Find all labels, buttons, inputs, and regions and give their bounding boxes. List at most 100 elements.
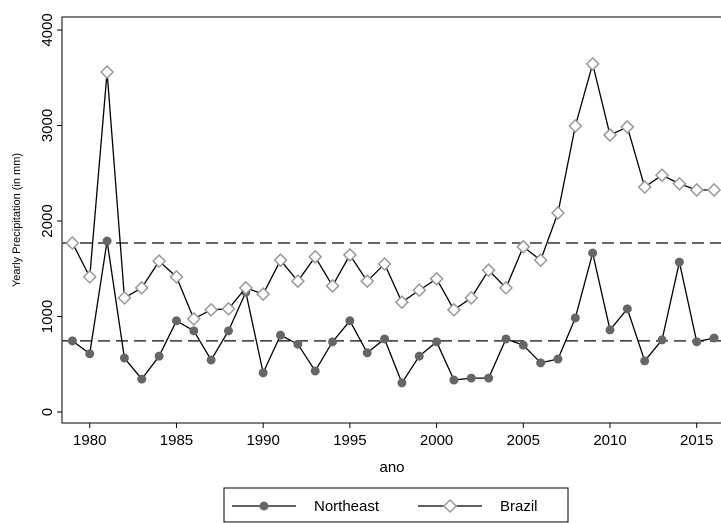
point [570, 313, 580, 323]
point [640, 356, 650, 366]
series-line [72, 240, 715, 385]
point [206, 355, 216, 365]
point [536, 358, 546, 368]
y-tick-label: 0 [39, 408, 56, 416]
point [256, 287, 271, 302]
point [223, 326, 233, 336]
point [674, 257, 684, 267]
point [553, 354, 563, 364]
x-axis-label: ano [379, 459, 404, 476]
point [152, 254, 167, 269]
point [117, 290, 132, 305]
point [394, 295, 409, 310]
point [325, 278, 340, 294]
point [154, 351, 164, 361]
point [709, 333, 719, 343]
point [464, 290, 479, 305]
point [432, 337, 442, 347]
y-tick-label: 2000 [39, 204, 56, 237]
point [429, 271, 444, 286]
point [360, 274, 375, 289]
point [518, 340, 528, 350]
point [119, 353, 129, 363]
point [345, 316, 355, 326]
point [65, 235, 80, 251]
point [707, 182, 721, 198]
legend: Northeast Brazil [223, 487, 569, 523]
point [637, 180, 652, 195]
point [204, 302, 219, 317]
plot-frame [61, 16, 721, 424]
point [481, 263, 496, 278]
legend-label: Brazil [500, 498, 538, 515]
point [342, 247, 357, 262]
point [134, 280, 149, 295]
point [585, 56, 600, 71]
x-tick-label: 2005 [507, 432, 540, 449]
point [273, 253, 288, 268]
point [290, 274, 305, 289]
point [588, 248, 598, 258]
series-line [71, 61, 715, 320]
point [446, 302, 461, 317]
y-axis-label: Yearly Precipitation (in mm) [11, 153, 23, 287]
point [414, 351, 424, 361]
point [622, 304, 632, 314]
point [501, 334, 511, 344]
point [377, 256, 392, 272]
point [82, 269, 97, 284]
point [602, 127, 618, 143]
point [449, 375, 459, 385]
point [171, 316, 181, 326]
y-tick-label: 1000 [39, 300, 56, 333]
y-tick-label: 4000 [39, 13, 56, 46]
point [412, 283, 427, 298]
point [308, 249, 323, 264]
point [85, 349, 95, 359]
x-tick-label: 2015 [680, 432, 713, 449]
point [293, 339, 303, 349]
point [397, 378, 407, 388]
point [605, 325, 615, 335]
point [568, 118, 583, 134]
point [484, 373, 494, 383]
legend-marker [442, 498, 458, 514]
point [533, 253, 548, 268]
point [189, 326, 199, 336]
point [362, 348, 372, 358]
legend-box [223, 487, 569, 523]
point [186, 311, 201, 326]
point [620, 119, 635, 134]
point [276, 330, 286, 340]
point [67, 336, 77, 346]
point [689, 182, 704, 198]
x-tick-label: 2000 [420, 432, 453, 449]
point [550, 205, 566, 220]
point [310, 366, 320, 376]
point [221, 301, 236, 316]
point [169, 269, 184, 284]
point [516, 239, 531, 254]
point [137, 374, 147, 384]
x-tick-label: 1990 [246, 432, 279, 449]
point [258, 368, 268, 378]
point [100, 64, 115, 80]
x-tick-label: 2010 [593, 432, 626, 449]
point [238, 280, 253, 295]
point [672, 176, 687, 191]
legend-label: Northeast [314, 498, 380, 515]
y-tick-label: 3000 [39, 109, 56, 142]
point [328, 337, 338, 347]
x-tick-label: 1995 [333, 432, 366, 449]
point [380, 334, 390, 344]
x-tick-label: 1985 [160, 432, 193, 449]
point [654, 168, 670, 183]
point [466, 373, 476, 383]
point [102, 236, 112, 246]
point [657, 335, 667, 345]
point [692, 337, 702, 347]
legend-marker [259, 501, 269, 511]
x-tick-label: 1980 [73, 432, 106, 449]
point [498, 280, 514, 295]
